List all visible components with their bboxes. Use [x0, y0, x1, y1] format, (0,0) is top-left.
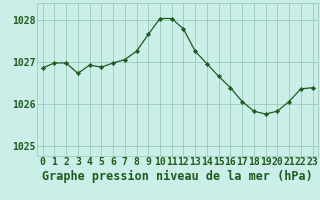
X-axis label: Graphe pression niveau de la mer (hPa): Graphe pression niveau de la mer (hPa): [42, 170, 313, 183]
